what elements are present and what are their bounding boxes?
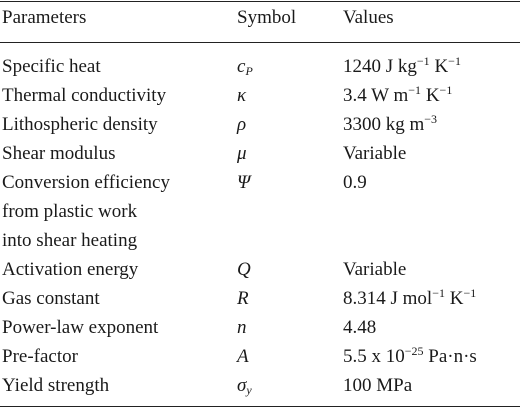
value-cell: Variable [343,255,406,284]
parameter-cell: Conversion efficiency [2,172,170,193]
symbol-main: Q [237,259,251,280]
symbol-cell: σy [237,371,252,400]
table-row: Activation energy Q Variable [0,255,520,284]
value-cell: 1240 J kg−1 K−1 [343,52,461,81]
symbol-cell: Ψ [237,168,250,197]
table-bottom-rule [0,406,520,407]
value-part: 3300 kg m [343,114,425,135]
value-part: −3 [424,112,438,126]
value-part: 5.5 x 10 [343,346,405,367]
value-cell: 100 MPa [343,371,412,400]
header-symbol: Symbol [237,7,297,28]
symbol-main: μ [237,143,247,164]
value-part: −1 [416,54,430,68]
table-row: Shear modulus μ Variable [0,139,520,168]
value-part: 100 MPa [343,375,413,396]
value-cell: 5.5 x 10−25 Pa·n·s [343,342,477,371]
symbol-cell: cP [237,52,253,81]
header-parameters: Parameters [2,7,87,28]
table-row: Gas constant R 8.314 J mol−1 K−1 [0,284,520,313]
symbol-cell: Q [237,255,251,284]
parameter-cell: Shear modulus [2,143,116,164]
symbol-main: A [237,346,249,367]
table-row: Lithospheric density ρ 3300 kg m−3 [0,110,520,139]
value-part: 8.314 J mol [343,288,433,309]
value-part: −1 [432,286,445,300]
parameter-cell: Lithospheric density [2,114,158,135]
symbol-main: κ [237,85,247,106]
table-header-row: Parameters Symbol Values [0,7,520,37]
value-part: 3.4 W m [343,85,409,106]
value-part: K [421,85,440,106]
parameter-cell: Power-law exponent [2,317,159,338]
table-body: Specific heat cP 1240 J kg−1 K−1 Thermal co… [0,52,520,400]
table-row: Pre-factor A 5.5 x 10−25 Pa·n·s [0,342,520,371]
table-row: from plastic work [0,197,520,226]
parameter-cell: from plastic work [2,201,138,222]
value-part: −1 [463,286,477,300]
value-part: −25 [404,344,424,358]
value-cell: 4.48 [343,313,376,342]
table-row: Conversion efficiency Ψ 0.9 [0,168,520,197]
symbol-main: R [237,288,249,309]
symbol-subscript: P [245,64,253,78]
value-part: −1 [408,83,422,97]
value-cell: 3.4 W m−1 K−1 [343,81,452,110]
header-values: Values [343,7,394,28]
symbol-subscript: y [246,383,252,397]
parameter-cell: into shear heating [2,230,138,251]
parameter-cell: Specific heat [2,56,101,77]
table-row: Yield strength σy 100 MPa [0,371,520,400]
table-row: Specific heat cP 1240 J kg−1 K−1 [0,52,520,81]
table-top-rule [0,1,520,2]
value-part: K [444,288,464,309]
value-part: 0.9 [343,172,367,193]
symbol-cell: κ [237,81,246,110]
symbol-cell: n [237,313,247,342]
value-part: 4.48 [343,317,377,338]
value-cell: 0.9 [343,168,367,197]
parameter-cell: Gas constant [2,288,100,309]
table-header-rule [0,42,520,43]
parameter-cell: Activation energy [2,259,139,280]
table-row: Power-law exponent n 4.48 [0,313,520,342]
symbol-cell: ρ [237,110,246,139]
value-cell: 3300 kg m−3 [343,110,437,139]
value-part: Variable [343,259,407,280]
symbol-cell: R [237,284,249,313]
parameter-cell: Yield strength [2,375,110,396]
symbol-cell: A [237,342,249,371]
symbol-main: Ψ [237,172,251,193]
symbol-cell: μ [237,139,247,168]
value-part: K [429,56,449,77]
value-cell: Variable [343,139,406,168]
symbol-main: ρ [237,114,247,135]
value-cell: 8.314 J mol−1 K−1 [343,284,476,313]
symbol-main: σ [237,375,247,396]
value-part: −1 [448,54,461,68]
value-part: Variable [343,143,407,164]
parameter-cell: Thermal conductivity [2,85,167,106]
value-part: Pa·n·s [423,346,477,367]
table-row: into shear heating [0,226,520,255]
parameter-cell: Pre-factor [2,346,78,367]
symbol-main: c [237,56,246,77]
table-row: Thermal conductivity κ 3.4 W m−1 K−1 [0,81,520,110]
symbol-main: n [237,317,247,338]
value-part: 1240 J kg [343,56,417,77]
value-part: −1 [439,83,453,97]
